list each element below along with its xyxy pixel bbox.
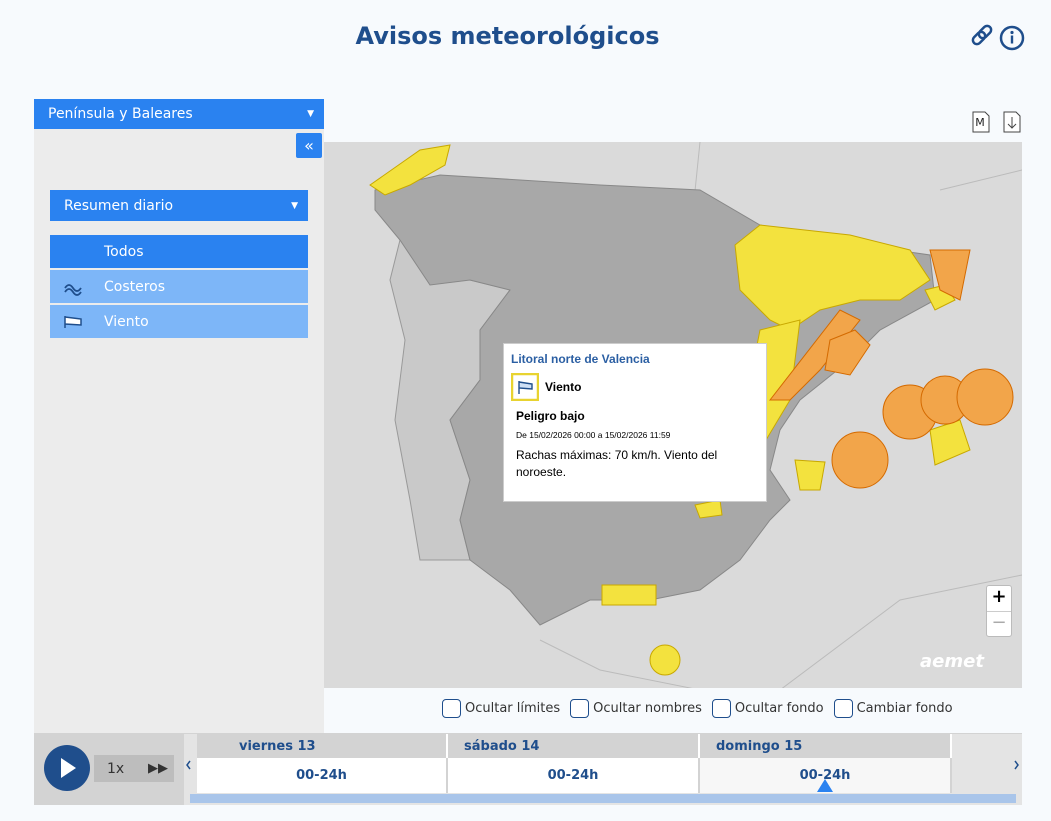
filter-item[interactable]: Costeros: [50, 270, 308, 303]
filter-item[interactable]: Todos: [50, 235, 308, 268]
zoom-out[interactable]: −: [991, 612, 1007, 633]
option-checkbox[interactable]: Ocultar nombres: [570, 699, 702, 718]
filter-icons: [64, 284, 82, 328]
popup-period: De 15/02/2026 00:00 a 15/02/2026 11:59: [516, 430, 671, 440]
wind-icon: [511, 373, 539, 401]
option-label: Ocultar nombres: [593, 701, 702, 716]
option-checkbox[interactable]: Cambiar fondo: [833, 699, 953, 718]
timeline-arrows: [186, 760, 1019, 792]
collapse-button[interactable]: «: [296, 133, 322, 158]
popup-level: Peligro bajo: [516, 409, 585, 423]
day-label[interactable]: sábado 14: [448, 734, 700, 758]
zoom-in[interactable]: +: [987, 586, 1011, 612]
view-dropdown[interactable]: Resumen diario ▼: [50, 190, 308, 221]
timeline-scrollbar[interactable]: [190, 794, 1016, 803]
map-logo: aemet: [920, 651, 984, 672]
period-cell[interactable]: 00-24h: [197, 758, 448, 793]
popup-zone: Litoral norte de Valencia: [511, 352, 650, 366]
day-label[interactable]: domingo 15: [700, 734, 952, 758]
filter-item[interactable]: Viento: [50, 305, 308, 338]
day-label[interactable]: viernes 13: [197, 734, 448, 758]
speed-label: 1x: [107, 760, 125, 777]
warning-popup: Litoral norte de Valencia Viento Peligro…: [503, 343, 767, 502]
option-label: Cambiar fondo: [856, 701, 953, 716]
map-tools[interactable]: M: [970, 110, 1022, 134]
map-options: Ocultar límites Ocultar nombres Ocultar …: [442, 699, 963, 718]
popup-description: Rachas máximas: 70 km/h. Viento del noro…: [516, 448, 718, 479]
option-label: Ocultar fondo: [734, 701, 824, 716]
option-checkbox[interactable]: Ocultar límites: [442, 699, 560, 718]
region-dropdown[interactable]: Península y Baleares ▼: [34, 99, 324, 129]
popup-phenomenon: Viento: [545, 380, 582, 394]
option-label: Ocultar límites: [465, 701, 561, 716]
header-icons: [971, 24, 1025, 51]
period-cell[interactable]: 00-24h: [448, 758, 700, 793]
page-title: Avisos meteorológicos: [355, 22, 660, 50]
option-checkbox[interactable]: Ocultar fondo: [711, 699, 824, 718]
region-label: Península y Baleares: [48, 106, 193, 122]
play-button[interactable]: [44, 745, 90, 791]
speed-control[interactable]: 1x ▶▶: [94, 755, 174, 782]
view-label: Resumen diario: [64, 197, 174, 214]
pdf-label: M: [975, 116, 985, 129]
zoom-control: + −: [986, 585, 1012, 637]
